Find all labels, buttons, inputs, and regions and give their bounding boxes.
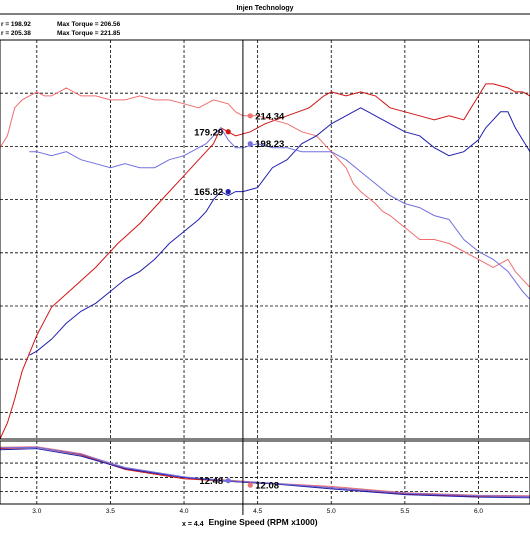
readout-value: 198.23 (255, 139, 284, 150)
x-tick-label: 4.0 (180, 508, 189, 515)
main-series-red (0, 83, 530, 440)
main-plot-series (0, 83, 530, 440)
x-axis-ticks: 3.0 3.5 4.0 4.5 5.0 5.5 6.0 (32, 508, 483, 515)
readout-value: 12.08 (255, 481, 279, 492)
readout-value: 179.29 (194, 127, 223, 138)
readout-value: 214.34 (255, 111, 285, 122)
x-tick-label: 5.5 (400, 508, 409, 515)
main-series-lightblue (29, 126, 530, 300)
readout-marker (247, 141, 253, 147)
cursor-x-readout: x = 4.4 (182, 521, 204, 528)
main-plot-border (0, 39, 530, 440)
x-tick-label: 4.5 (253, 508, 262, 515)
readout-marker (225, 189, 231, 195)
legend-power-b: r = 205.38 (1, 30, 31, 37)
legend-power-a: r = 198.92 (1, 21, 31, 28)
sub-plot-grid (0, 441, 530, 504)
sub-plot-border (0, 440, 530, 505)
main-plot-grid (0, 40, 530, 439)
main-series-blue (29, 107, 530, 356)
x-tick-label: 3.0 (32, 508, 41, 515)
readout-marker (225, 129, 231, 135)
x-axis-label: Engine Speed (RPM x1000) (208, 517, 317, 527)
readout-marker (247, 113, 253, 119)
legend-torque-b: Max Torque = 221.85 (57, 30, 121, 37)
readout-marker (247, 482, 253, 488)
x-tick-label: 5.0 (327, 508, 336, 515)
legend-torque-a: Max Torque = 206.56 (57, 21, 121, 28)
x-tick-label: 6.0 (474, 508, 483, 515)
cursor-readouts: 214.34 179.29 198.23 165.82 12.48 12.08 (194, 111, 285, 491)
readout-value: 12.48 (199, 476, 223, 487)
readout-marker (225, 478, 231, 484)
x-tick-label: 3.5 (106, 508, 115, 515)
chart-title: Injen Technology (236, 5, 293, 12)
readout-value: 165.82 (194, 187, 223, 198)
